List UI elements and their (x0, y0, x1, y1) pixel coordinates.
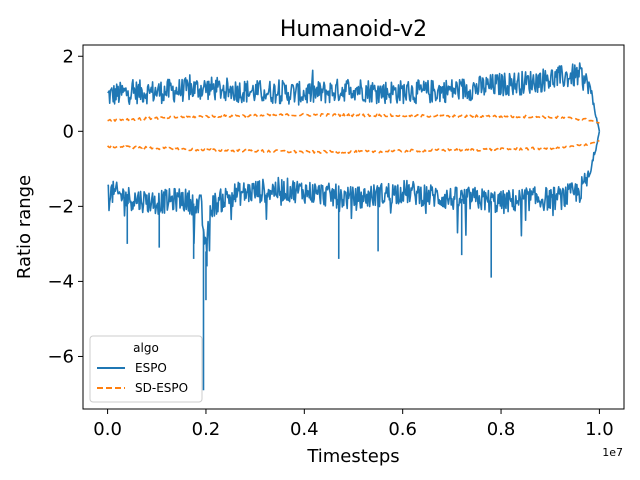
x-axis-title: Timesteps (306, 446, 399, 467)
series-sd-espo-lower-line (107, 139, 600, 155)
x-tick-label: 0.2 (192, 419, 221, 440)
y-tick-label: −4 (47, 271, 74, 292)
legend-label-sd-espo: SD-ESPO (135, 381, 188, 395)
x-axis: 0.0 0.2 0.4 0.6 0.8 1.0 (93, 409, 614, 440)
chart-title: Humanoid-v2 (280, 17, 427, 42)
legend: algo ESPO SD-ESPO (89, 335, 203, 403)
x-tick-label: 0.8 (487, 419, 516, 440)
y-tick-label: −6 (47, 346, 74, 367)
x-tick-label: 1.0 (585, 419, 614, 440)
series-espo-lower-line (107, 131, 601, 255)
x-tick-label: 0.6 (388, 419, 417, 440)
series-sd-espo-upper-line (107, 112, 600, 124)
y-tick-label: 2 (63, 46, 74, 67)
legend-label-espo: ESPO (135, 361, 167, 375)
x-tick-label: 0.0 (93, 419, 122, 440)
y-tick-label: 0 (63, 121, 74, 142)
x-tick-label: 0.4 (290, 419, 319, 440)
legend-title: algo (133, 341, 159, 355)
legend-box (89, 335, 203, 403)
series-espo-upper-line (107, 62, 601, 132)
x-axis-offset-label: 1e7 (602, 446, 623, 459)
series-layer (107, 62, 601, 391)
y-axis: −6 −4 −2 0 2 (47, 46, 83, 367)
y-axis-title: Ratio range (14, 175, 35, 279)
plot-frame (82, 44, 625, 410)
y-tick-label: −2 (47, 196, 74, 217)
